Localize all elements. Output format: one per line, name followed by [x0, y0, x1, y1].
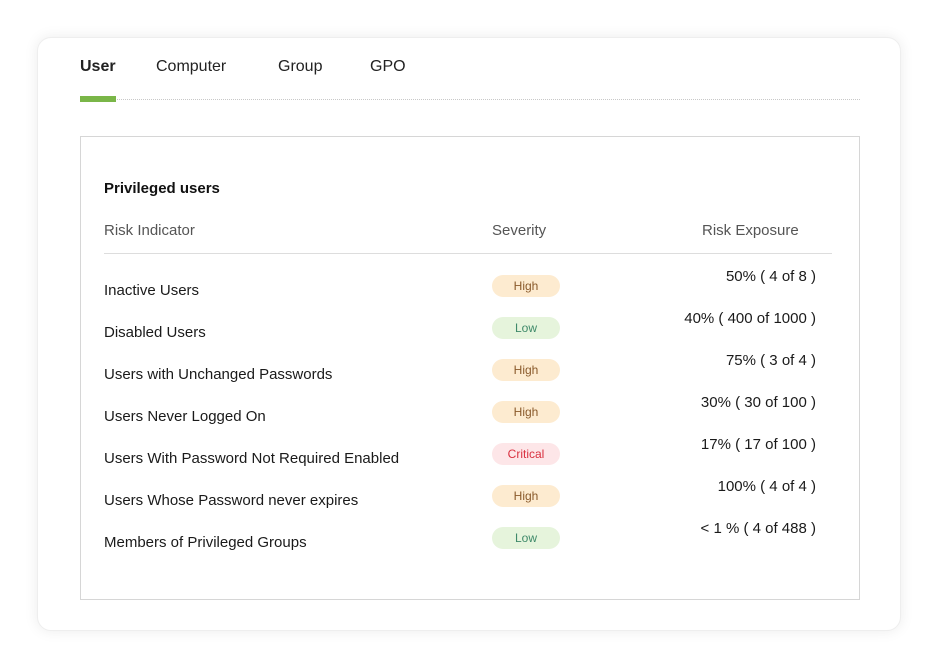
risk-indicator[interactable]: Disabled Users [104, 324, 206, 341]
column-header-risk-indicator: Risk Indicator [104, 222, 195, 239]
table-row: Members of Privileged Groups Low < 1 % (… [0, 520, 937, 564]
risk-indicator[interactable]: Users Never Logged On [104, 408, 266, 425]
table-row: Disabled Users Low 40% ( 400 of 1000 ) [0, 310, 937, 354]
risk-indicator[interactable]: Users Whose Password never expires [104, 492, 359, 509]
risk-exposure: 17% ( 17 of 100 ) [700, 436, 816, 453]
tab-user[interactable]: User [80, 58, 116, 75]
table-row: Users Whose Password never expires High … [0, 478, 937, 522]
severity-badge: Low [492, 527, 560, 549]
column-header-severity: Severity [492, 222, 547, 239]
risk-indicator[interactable]: Inactive Users [104, 282, 200, 299]
risk-exposure: 40% ( 400 of 1000 ) [684, 310, 816, 327]
risk-exposure: < 1 % ( 4 of 488 ) [700, 520, 816, 537]
severity-badge: Critical [492, 443, 560, 465]
section-title: Privileged users [104, 180, 220, 197]
privileged-users-panel [80, 136, 860, 600]
risk-exposure: 75% ( 3 of 4 ) [725, 352, 816, 369]
risk-exposure: 30% ( 30 of 100 ) [700, 394, 816, 411]
risk-indicator[interactable]: Members of Privileged Groups [104, 534, 307, 551]
tab-computer[interactable]: Computer [156, 58, 227, 75]
active-tab-indicator [80, 96, 116, 102]
table-row: Users With Password Not Required Enabled… [0, 436, 937, 480]
risk-exposure: 100% ( 4 of 4 ) [717, 478, 816, 495]
severity-badge: High [492, 401, 560, 423]
risk-indicator[interactable]: Users with Unchanged Passwords [104, 366, 333, 383]
risk-exposure: 50% ( 4 of 8 ) [725, 268, 816, 285]
table-row: Inactive Users High 50% ( 4 of 8 ) [0, 268, 937, 312]
severity-badge: High [492, 275, 560, 297]
tab-gpo[interactable]: GPO [370, 58, 406, 75]
tab-divider [80, 99, 860, 100]
table-row: Users Never Logged On High 30% ( 30 of 1… [0, 394, 937, 438]
tab-group[interactable]: Group [278, 58, 323, 75]
column-header-risk-exposure: Risk Exposure [702, 222, 799, 239]
table-row: Users with Unchanged Passwords High 75% … [0, 352, 937, 396]
severity-badge: High [492, 485, 560, 507]
severity-badge: High [492, 359, 560, 381]
severity-badge: Low [492, 317, 560, 339]
risk-indicator[interactable]: Users With Password Not Required Enabled [104, 450, 400, 467]
header-divider [104, 253, 832, 254]
